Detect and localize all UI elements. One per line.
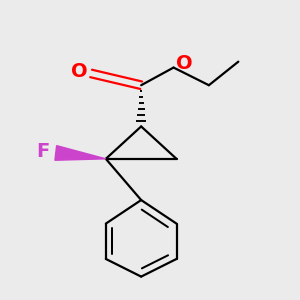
Text: O: O — [176, 54, 193, 73]
Polygon shape — [55, 146, 106, 160]
Text: F: F — [36, 142, 49, 161]
Text: O: O — [71, 62, 88, 82]
